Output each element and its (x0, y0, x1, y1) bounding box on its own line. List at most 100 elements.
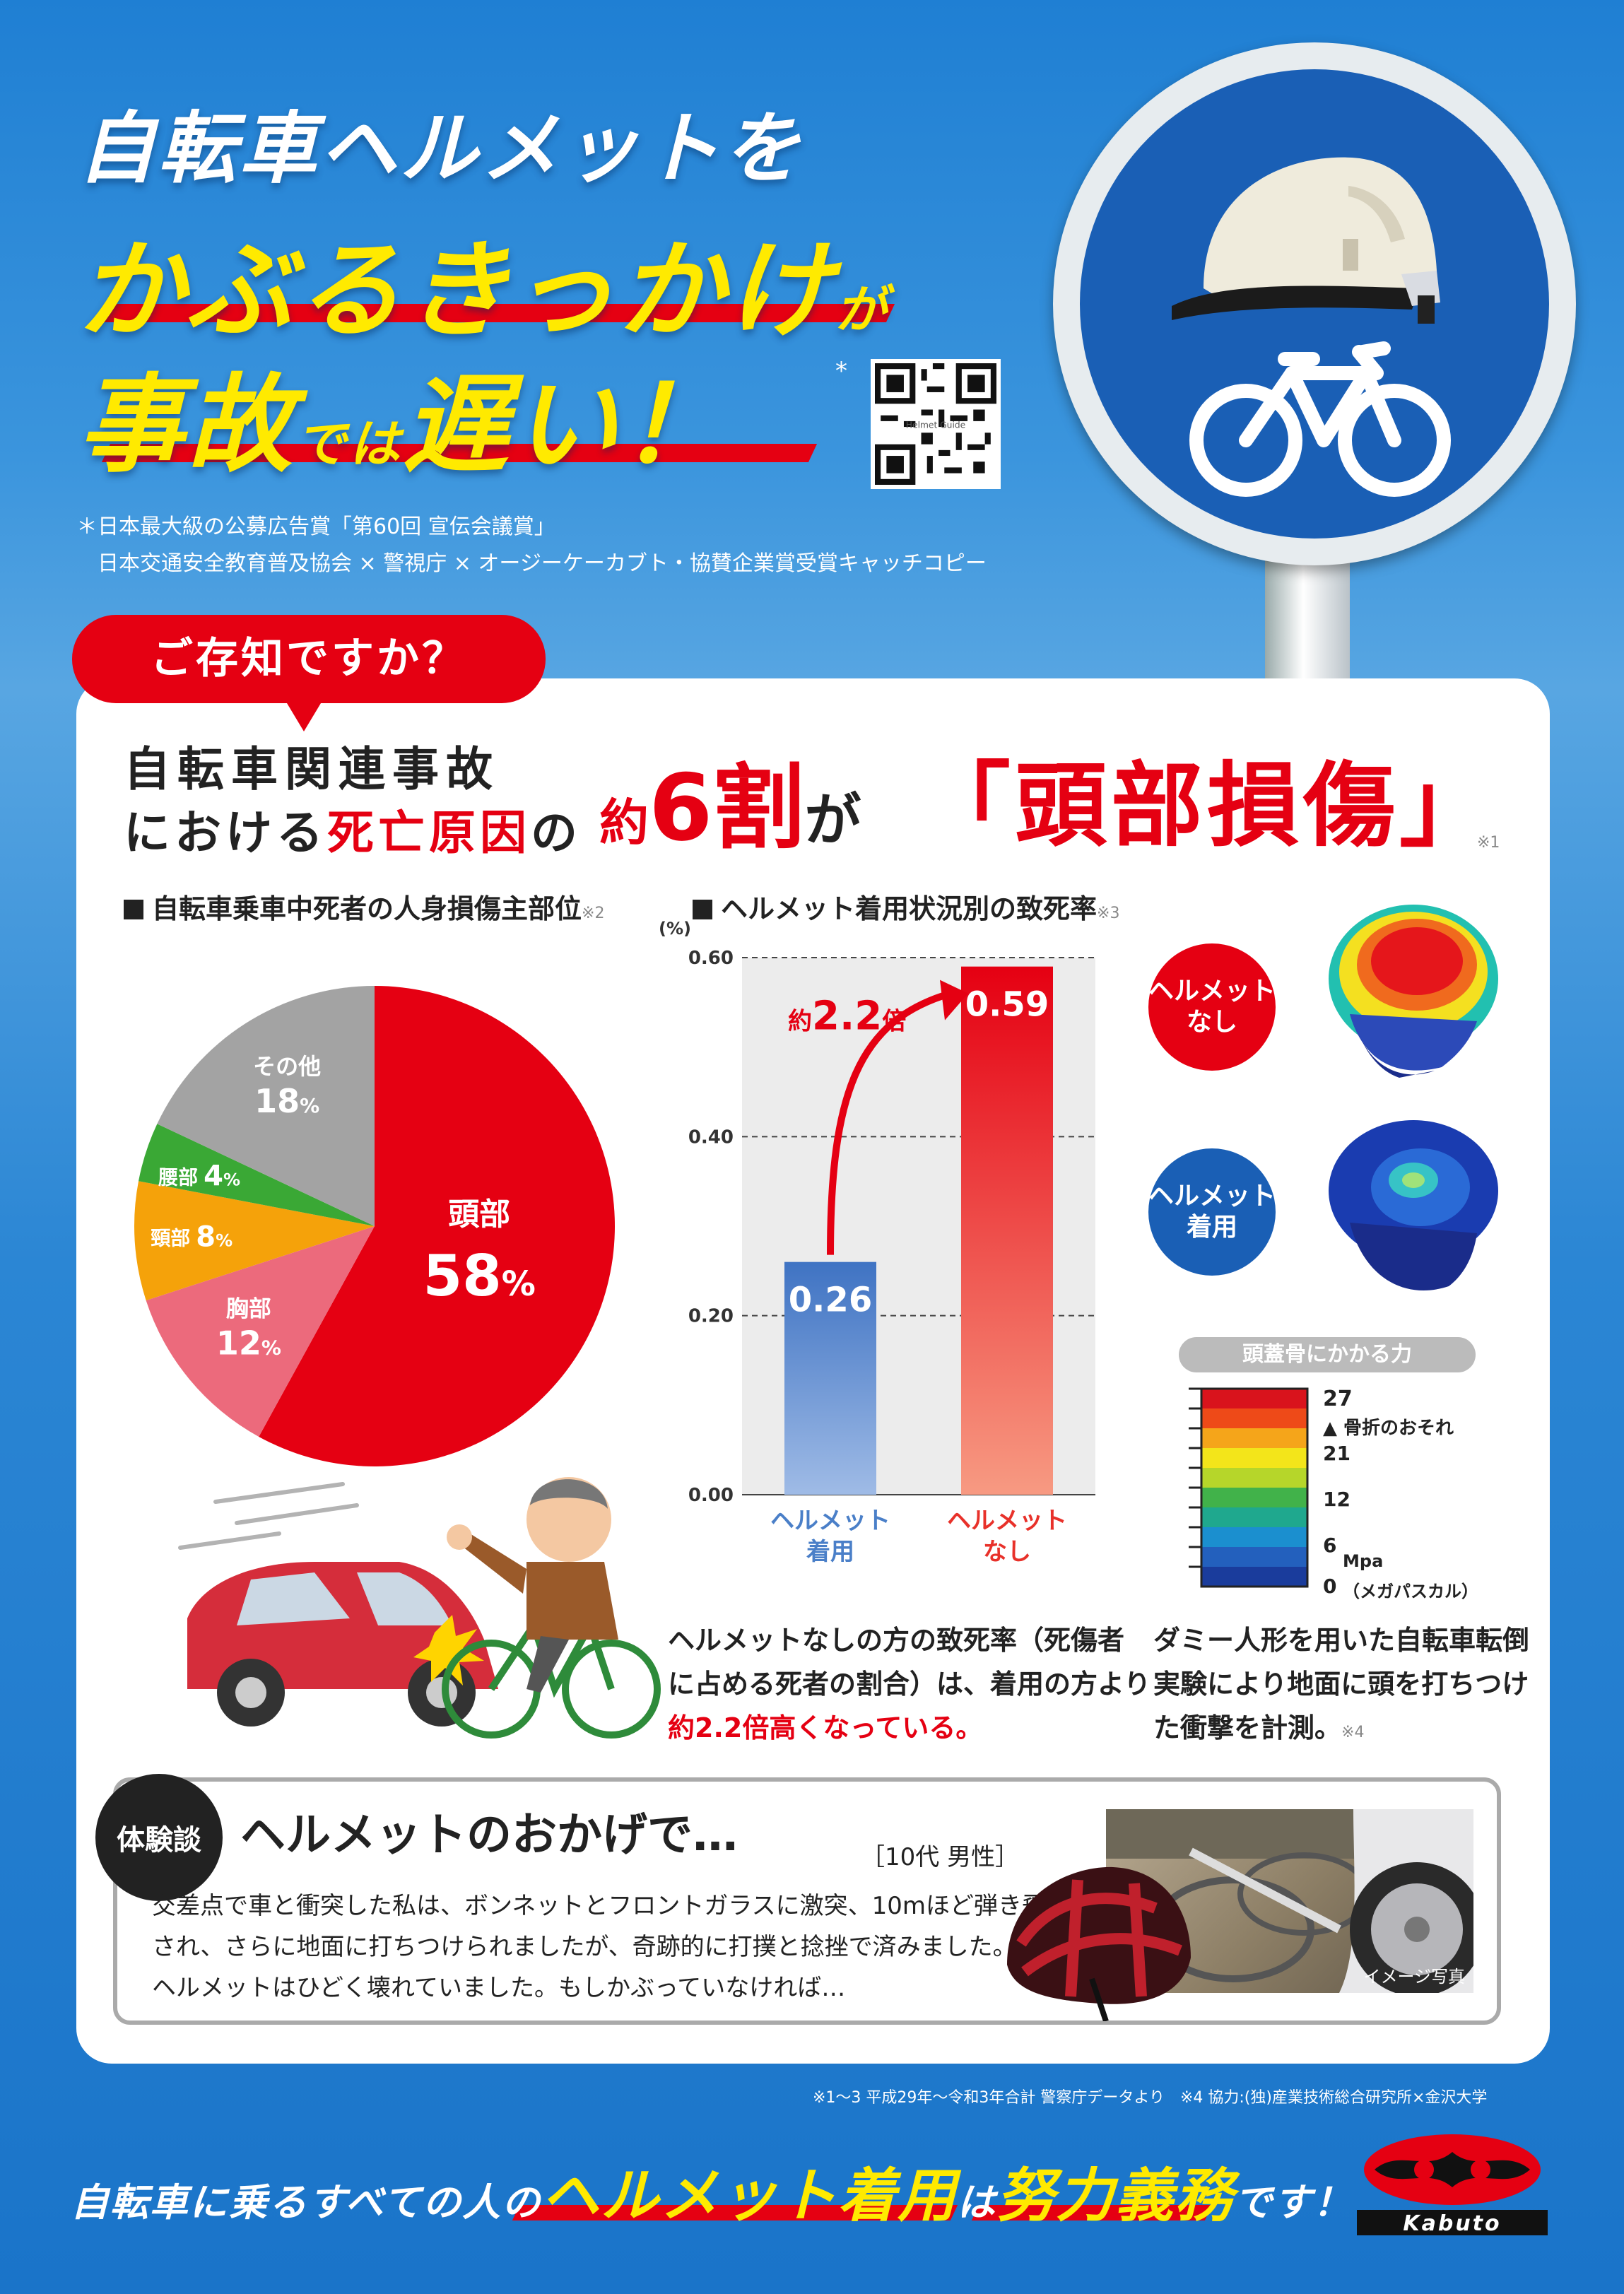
pie-title-note: ※2 (582, 905, 605, 922)
impact-caption-line3-text: た衝撃を計測。 (1153, 1712, 1342, 1743)
legend-swatch (1201, 1448, 1307, 1468)
bar-title-text: ヘルメット着用状況別の致死率 (721, 893, 1098, 924)
broken-helmet-icon (1007, 1866, 1191, 2021)
testimony-body: 交差点で車と衝突した私は、ボンネットとフロントガラスに激突、10mほど弾き飛ば … (152, 1886, 1070, 2008)
bar-tick-label: 0.00 (688, 1485, 734, 1506)
kabuto-logo-icon (1357, 2134, 1548, 2235)
lead-ratio-six: 6割 (649, 754, 805, 861)
impact-caption: ダミー人形を用いた自転車転倒 実験により地面に頭を打ちつけ た衝撃を計測。※4 (1153, 1618, 1529, 1755)
skull-heatmap-with-helmet-icon (1329, 1120, 1498, 1290)
lead-line2-post: の (531, 806, 582, 860)
bar-chart: 0.00 0.20 0.40 0.60 0.26 ヘルメット着用 0.59 ヘルメットなし 約2… (688, 948, 1095, 1566)
award-note-line2: 日本交通安全教育普及協会 × 警視庁 × オージーケーカブト・協賛企業賞受賞キャ… (76, 551, 987, 576)
legend-27: 27 (1323, 1387, 1353, 1411)
headline-line3-main: 事故 (78, 364, 296, 487)
bar-caption-line2: に占める死者の割合）は、着用の方より (668, 1669, 1151, 1700)
legend-swatch (1201, 1567, 1307, 1587)
testimony-title: ヘルメットのおかげで… (240, 1809, 738, 1861)
bubble-no-helmet-l1: ヘルメット (1148, 977, 1276, 1006)
bubble-no-helmet: ヘルメット なし (1148, 943, 1276, 1071)
testimony-badge: 体験談 (95, 1774, 223, 1901)
sign-pole (1265, 558, 1350, 700)
footer-y1: ヘルメット着用 (541, 2163, 958, 2230)
bar (784, 1261, 876, 1495)
bar-title: ヘルメット着用状況別の致死率※3 (693, 887, 1119, 926)
did-you-know-callout: ご存知ですか？ (72, 615, 546, 703)
legend-swatch (1201, 1527, 1307, 1547)
qr-code-icon: Helmet Guide (875, 363, 996, 485)
bar-tick-label: 0.20 (688, 1306, 734, 1327)
bar-caption: ヘルメットなしの方の致死率（死傷者 に占める死者の割合）は、着用の方より 約2.… (668, 1618, 1151, 1750)
lead-ratio-ga: が (804, 787, 861, 853)
lead-ratio: 約6割が (599, 734, 861, 866)
lead-ratio-yaku: 約 (599, 794, 649, 852)
headline-line3: 事故では遅い！ (78, 339, 729, 493)
impact-caption-line3: た衝撃を計測。※4 (1153, 1706, 1529, 1755)
legend-unit: Mpa (1343, 1551, 1384, 1571)
accident-illustration-icon (178, 1477, 661, 1739)
bar-ylabel: (%) (659, 919, 691, 939)
headline-line3-end: 遅い！ (403, 364, 730, 487)
callout-tail (283, 696, 325, 731)
bar-category-label: なし (983, 1538, 1031, 1566)
headline-line2-tail: が (835, 280, 890, 339)
legend-0: 0 (1323, 1575, 1337, 1598)
footer-pre: 自転車に乗るすべての人の (71, 2180, 542, 2225)
ratio-annotation: 約2.2倍 (788, 993, 906, 1039)
square-bullet-icon (124, 900, 143, 919)
bubble-with-helmet-l2: 着用 (1186, 1213, 1237, 1242)
photo-label: イメージ写真 (1363, 1967, 1465, 1987)
footer-slogan: 自転車に乗るすべての人のヘルメット着用は努力義務です！ (71, 2148, 1353, 2233)
bubble-with-helmet: ヘルメット 着用 (1148, 1148, 1276, 1276)
pie-slice (157, 986, 375, 1226)
legend-swatch (1201, 1488, 1307, 1507)
qr-code[interactable]: Helmet Guide (871, 359, 1001, 489)
lead-line2-red: 死亡原因 (327, 806, 531, 860)
legend-6: 6 (1323, 1534, 1337, 1557)
pie-slice-value: 12% (216, 1324, 281, 1362)
footer-y2: 努力義務 (996, 2163, 1235, 2230)
bubble-with-helmet-l1: ヘルメット (1148, 1182, 1276, 1211)
headline-asterisk: * (835, 357, 847, 385)
pie-slice-label: その他 (253, 1053, 321, 1080)
lead-headline: 「頭部損傷」 (919, 752, 1496, 859)
bar-value-label: 0.26 (789, 1281, 872, 1320)
lead-note: ※1 (1477, 834, 1500, 852)
kabuto-logo: Kabuto (1357, 2131, 1548, 2237)
qr-label: Helmet Guide (906, 420, 965, 430)
legend-swatch (1201, 1547, 1307, 1567)
bar-caption-line1: ヘルメットなしの方の致死率（死傷者 (668, 1625, 1125, 1656)
bar-title-note: ※3 (1097, 905, 1120, 922)
headline-line2: かぶるきっかけが (78, 205, 889, 358)
legend-unit-jp: （メガパスカル） (1343, 1582, 1478, 1601)
pie-slice (139, 1124, 375, 1226)
award-note: ＊日本最大級の公募広告賞「第60回 宣伝会議賞」 日本交通安全教育普及協会 × … (76, 509, 987, 582)
footer-post: です！ (1234, 2180, 1353, 2225)
force-legend-title: 頭蓋骨にかかる力 (1179, 1337, 1476, 1372)
headline-line3-mid: では (295, 414, 404, 473)
pie-slice (259, 986, 615, 1466)
legend-21: 21 (1323, 1442, 1351, 1465)
legend-12: 12 (1323, 1488, 1351, 1511)
bar-value-label: 0.59 (965, 985, 1049, 1025)
bar-category-label: ヘルメット (770, 1507, 890, 1535)
testimony-line2: され、さらに地面に打ちつけられましたが、奇跡的に打撲と捻挫で済みました。 (152, 1933, 1017, 1961)
pie-slice (134, 1181, 375, 1301)
ratio-arrow (827, 989, 952, 1255)
headline-line1: 自転車ヘルメットを (78, 103, 803, 194)
impact-caption-note: ※4 (1341, 1724, 1365, 1741)
impact-caption-line2: 実験により地面に頭を打ちつけ (1153, 1669, 1529, 1700)
lead-line1: 自転車関連事故 (124, 742, 500, 796)
lead-line2: における死亡原因の (124, 795, 582, 863)
footer-mid: は (957, 2180, 997, 2225)
bar-tick-label: 0.40 (688, 1127, 734, 1148)
legend-frame (1200, 1387, 1309, 1588)
legend-swatch (1201, 1389, 1307, 1408)
bubble-no-helmet-l2: なし (1186, 1008, 1237, 1037)
pie-title-text: 自転車乗車中死者の人身損傷主部位 (152, 893, 582, 924)
pie-title: 自転車乗車中死者の人身損傷主部位※2 (124, 887, 604, 926)
legend-swatch (1201, 1507, 1307, 1527)
testimony-line1: 交差点で車と衝突した私は、ボンネットとフロントガラスに激突、10mほど弾き飛ば (152, 1892, 1071, 1920)
bar-category-label: 着用 (806, 1538, 854, 1566)
pie-slice-label: 頭部 (448, 1196, 510, 1233)
